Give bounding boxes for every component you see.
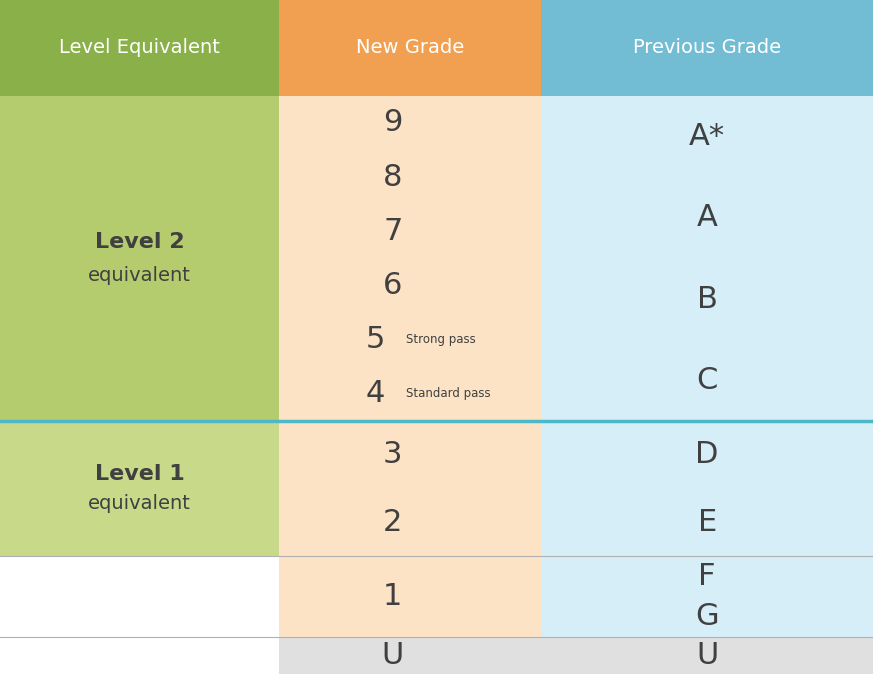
Bar	[541, 637, 873, 674]
Text: F: F	[698, 561, 716, 590]
Text: Standard pass: Standard pass	[406, 388, 491, 400]
Text: E: E	[698, 508, 717, 537]
Text: U: U	[696, 641, 718, 670]
Bar	[0, 421, 279, 556]
Bar	[541, 96, 873, 421]
Bar	[279, 0, 541, 96]
Text: A*: A*	[689, 122, 725, 151]
Text: B: B	[697, 284, 718, 313]
Text: equivalent: equivalent	[88, 266, 191, 284]
Text: 8: 8	[383, 162, 402, 191]
Text: 6: 6	[383, 271, 402, 300]
Text: 4: 4	[366, 379, 385, 408]
Text: D: D	[696, 440, 718, 469]
Text: 7: 7	[383, 217, 402, 246]
Bar	[279, 556, 541, 637]
Text: 9: 9	[383, 109, 402, 137]
Text: G: G	[695, 602, 719, 631]
Text: Previous Grade: Previous Grade	[633, 38, 781, 57]
Bar	[279, 637, 541, 674]
Bar	[0, 96, 279, 421]
Text: 2: 2	[383, 508, 402, 537]
Text: Level Equivalent: Level Equivalent	[59, 38, 220, 57]
Text: equivalent: equivalent	[88, 494, 191, 513]
Text: Level 1: Level 1	[95, 464, 184, 484]
Bar	[541, 0, 873, 96]
Text: Level 2: Level 2	[95, 232, 184, 251]
Text: New Grade: New Grade	[356, 38, 464, 57]
Text: U: U	[382, 641, 404, 670]
Bar	[0, 556, 279, 637]
Bar	[279, 421, 541, 556]
Text: 3: 3	[383, 440, 402, 469]
Text: 1: 1	[383, 582, 402, 611]
Bar	[0, 0, 279, 96]
Text: Strong pass: Strong pass	[406, 333, 476, 346]
Bar	[0, 637, 279, 674]
Bar	[541, 556, 873, 637]
Text: C: C	[697, 366, 718, 395]
Bar	[541, 421, 873, 556]
Text: A: A	[697, 204, 718, 233]
Text: 5: 5	[366, 326, 385, 355]
Bar	[279, 96, 541, 421]
